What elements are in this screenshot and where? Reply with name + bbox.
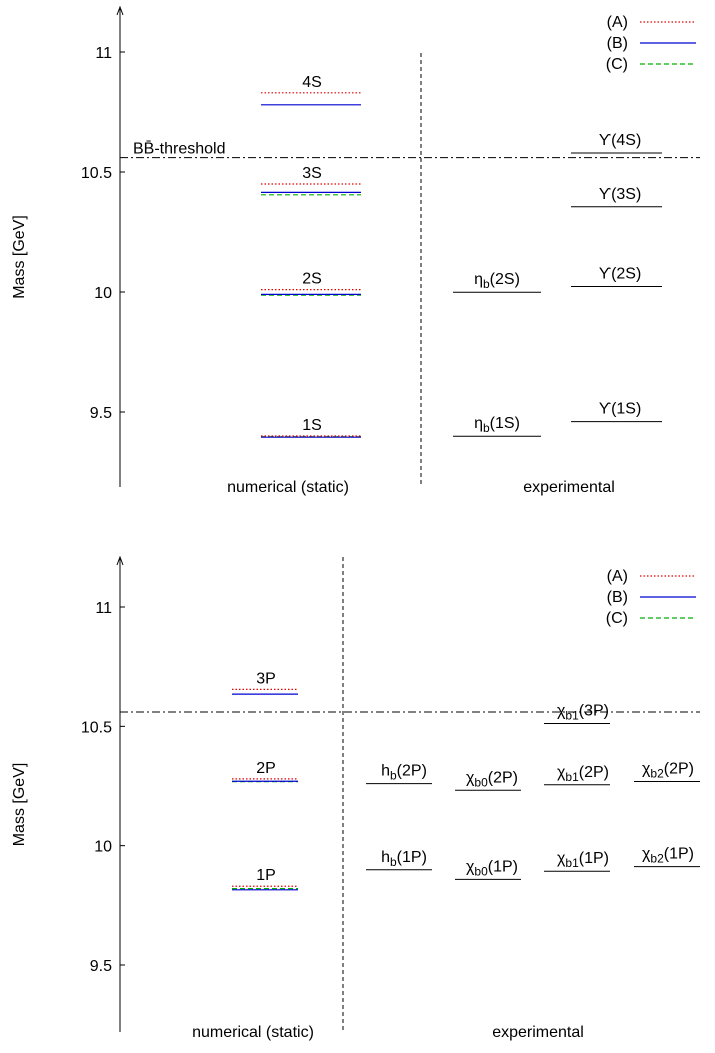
y-tick-label: 10.5 <box>81 719 112 736</box>
level-label: 4S <box>302 74 322 91</box>
exp-level-label: ηb(1S) <box>474 415 520 435</box>
legend-label: (A) <box>607 568 628 585</box>
exp-level-label: χb0(1P) <box>466 858 518 878</box>
legend-label: (C) <box>606 56 628 73</box>
exp-level-label: ϒ(3S) <box>599 186 642 203</box>
exp-level-label: χb2(1P) <box>642 846 694 866</box>
exp-level-label: ϒ(1S) <box>599 401 642 418</box>
column-label: numerical (static) <box>227 479 349 496</box>
legend-label: (B) <box>607 589 628 606</box>
level-label: 2P <box>256 760 276 777</box>
y-tick-label: 9.5 <box>90 405 112 422</box>
y-tick-label: 10 <box>94 285 112 302</box>
y-axis-arrow <box>116 555 124 566</box>
legend-label: (A) <box>607 14 628 31</box>
exp-level-label: χb2(2P) <box>642 760 694 780</box>
panel-2: 9.5 10 10.5 11 Mass [GeV] (A) (B) (C) 1P 2P 3P hb(1… <box>11 555 700 1041</box>
exp-level-label: χb1(2P) <box>557 764 609 784</box>
y-tick-label: 11 <box>95 45 112 62</box>
y-axis-arrow <box>116 5 124 16</box>
level-label: 3S <box>302 165 322 182</box>
level-label: 1S <box>302 417 322 434</box>
y-axis-title: Mass [GeV] <box>11 215 28 299</box>
legend-label: (B) <box>607 35 628 52</box>
y-tick-label: 10.5 <box>81 165 112 182</box>
y-tick-label: 10 <box>94 839 112 856</box>
exp-level-label: ηb(2S) <box>474 271 520 291</box>
y-tick-label: 11 <box>95 600 112 617</box>
column-label: experimental <box>523 479 615 496</box>
legend-label: (C) <box>606 610 628 627</box>
level-label: 1P <box>256 867 276 884</box>
exp-level-label: χb0(2P) <box>466 769 518 789</box>
column-label: numerical (static) <box>192 1024 314 1041</box>
exp-level-label: hb(2P) <box>381 763 427 783</box>
exp-level-label: ϒ(4S) <box>599 132 642 149</box>
exp-level-label: hb(1P) <box>381 849 427 869</box>
column-label: experimental <box>492 1024 584 1041</box>
bb-threshold-label: BB̄-threshold <box>133 140 226 157</box>
level-label: 3P <box>256 670 276 687</box>
exp-level-label: χb1(1P) <box>557 850 609 870</box>
y-tick-label: 9.5 <box>90 958 112 975</box>
exp-level-label: χb1(3P) <box>557 702 609 722</box>
panel-1: 9.5 10 10.5 11 Mass [GeV] BB̄-threshold (A) (B)… <box>11 5 700 496</box>
y-axis-title: Mass [GeV] <box>11 763 28 847</box>
level-label: 2S <box>302 271 322 288</box>
exp-level-label: ϒ(2S) <box>599 265 642 282</box>
